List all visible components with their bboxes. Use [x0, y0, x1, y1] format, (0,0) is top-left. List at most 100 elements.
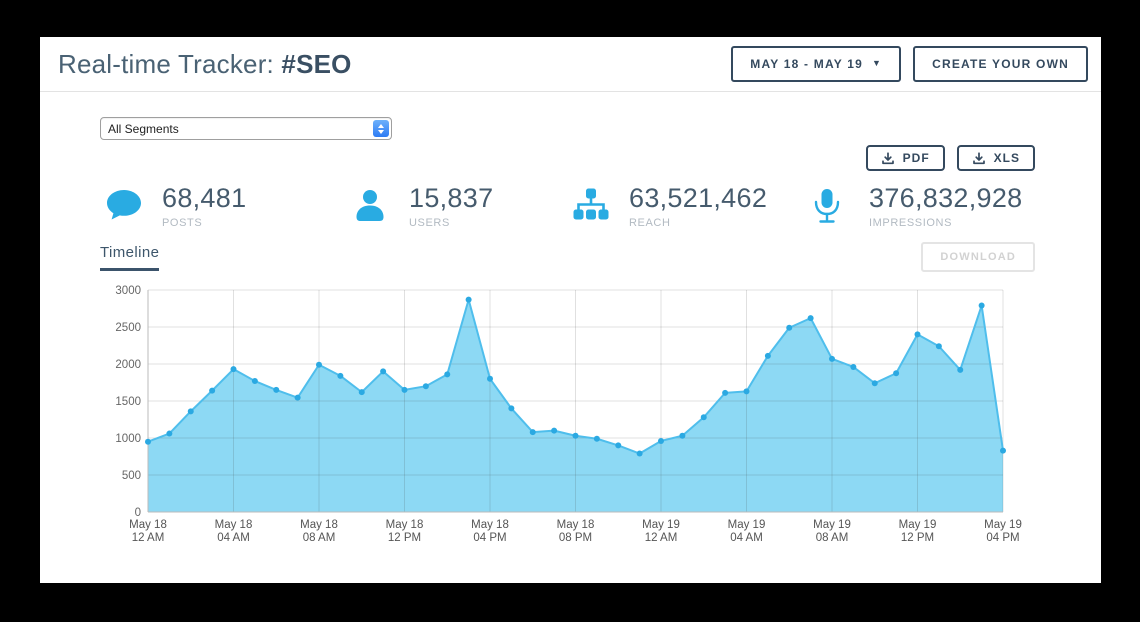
- data-point[interactable]: [380, 368, 387, 375]
- data-point[interactable]: [145, 438, 151, 445]
- stat-impressions: 376,832,928 IMPRESSIONS: [812, 183, 1022, 229]
- data-point[interactable]: [722, 389, 729, 396]
- data-point[interactable]: [551, 427, 558, 434]
- data-point[interactable]: [786, 324, 793, 331]
- timeline-area-chart-svg: 0 500 1000 1500 2000 2500 3000 May 18 12 AM May 1…: [115, 285, 1022, 544]
- stat-users-value: 15,837: [409, 183, 494, 213]
- speech-bubble-icon: [105, 188, 143, 222]
- y-tick-label: 2000: [115, 359, 141, 371]
- microphone-icon: [812, 188, 850, 224]
- data-point[interactable]: [957, 366, 964, 373]
- timeline-area-chart[interactable]: 0 500 1000 1500 2000 2500 3000 May 18 12 AM May 1…: [100, 280, 1035, 552]
- data-point[interactable]: [401, 386, 408, 393]
- data-point[interactable]: [850, 363, 857, 370]
- stat-reach-value: 63,521,462: [629, 183, 768, 213]
- x-tick-label: May 18 04 AM: [215, 519, 253, 544]
- page-title-prefix: Real-time Tracker:: [58, 48, 282, 79]
- stat-users-label: USERS: [409, 217, 450, 229]
- user-icon: [352, 188, 390, 222]
- y-tick-label: 1500: [115, 396, 141, 408]
- data-point[interactable]: [465, 296, 472, 303]
- data-point[interactable]: [615, 442, 622, 449]
- data-point[interactable]: [829, 355, 835, 362]
- stat-posts-label: POSTS: [162, 217, 203, 229]
- data-point[interactable]: [508, 405, 515, 412]
- export-xls-button[interactable]: XLS: [956, 145, 1035, 171]
- export-pdf-button[interactable]: PDF: [865, 145, 945, 171]
- data-point[interactable]: [679, 432, 686, 439]
- stat-users: 15,837 USERS: [352, 183, 572, 229]
- page-title: Real-time Tracker: #SEO: [58, 49, 352, 80]
- data-point[interactable]: [209, 387, 216, 394]
- create-your-own-button[interactable]: CREATE YOUR OWN: [913, 46, 1088, 82]
- area-fill: [148, 299, 1003, 512]
- y-tick-label: 1000: [115, 433, 141, 445]
- data-point[interactable]: [230, 366, 237, 373]
- date-range-label: MAY 18 - MAY 19: [750, 57, 863, 71]
- data-point[interactable]: [294, 394, 301, 401]
- caret-down-icon: ▼: [871, 58, 883, 68]
- download-icon: [881, 151, 895, 165]
- data-point[interactable]: [316, 361, 322, 368]
- stat-posts-value: 68,481: [162, 183, 247, 213]
- segments-select-value: All Segments: [108, 121, 179, 136]
- data-point[interactable]: [871, 380, 878, 387]
- date-range-button[interactable]: MAY 18 - MAY 19 ▼: [731, 46, 902, 82]
- select-stepper-icon: [373, 120, 389, 137]
- data-point[interactable]: [1000, 447, 1006, 454]
- data-point[interactable]: [187, 408, 194, 415]
- segments-select[interactable]: All Segments: [100, 117, 392, 140]
- data-point[interactable]: [978, 302, 985, 309]
- chevron-down-icon: [378, 129, 384, 134]
- data-point[interactable]: [251, 378, 258, 385]
- data-point[interactable]: [273, 386, 280, 393]
- y-tick-label: 2500: [115, 322, 141, 334]
- tracker-card: Real-time Tracker: #SEO MAY 18 - MAY 19 …: [40, 37, 1101, 583]
- data-point[interactable]: [914, 331, 921, 338]
- data-point[interactable]: [422, 383, 429, 390]
- data-point[interactable]: [764, 352, 771, 359]
- data-point[interactable]: [893, 370, 900, 377]
- data-point[interactable]: [593, 435, 600, 442]
- export-xls-label: XLS: [993, 151, 1020, 165]
- x-tick-label: May 19 12 AM: [642, 519, 680, 544]
- x-tick-label: May 18 12 PM: [386, 519, 424, 544]
- data-point[interactable]: [658, 437, 664, 444]
- stat-reach: 63,521,462 REACH: [572, 183, 812, 229]
- data-point[interactable]: [444, 371, 451, 378]
- x-tick-label: May 19 08 AM: [813, 519, 851, 544]
- data-point[interactable]: [487, 375, 493, 382]
- download-icon: [972, 151, 986, 165]
- stats-row: 68,481 POSTS 15,837 USERS: [100, 183, 1035, 229]
- x-tick-label: May 19 04 PM: [984, 519, 1022, 544]
- tab-timeline[interactable]: Timeline: [100, 244, 160, 271]
- data-point[interactable]: [358, 389, 365, 396]
- x-tick-label: May 18 04 PM: [471, 519, 509, 544]
- data-point[interactable]: [636, 450, 643, 457]
- x-tick-label: May 18 08 PM: [557, 519, 595, 544]
- chevron-up-icon: [378, 123, 384, 128]
- data-point[interactable]: [743, 388, 750, 395]
- x-tick-label: May 18 12 AM: [129, 519, 167, 544]
- sitemap-icon: [572, 188, 610, 222]
- timeline-download-button[interactable]: DOWNLOAD: [921, 242, 1035, 272]
- stat-impressions-label: IMPRESSIONS: [869, 217, 953, 229]
- data-point[interactable]: [700, 414, 707, 421]
- stat-posts: 68,481 POSTS: [105, 183, 352, 229]
- data-point[interactable]: [935, 343, 942, 350]
- data-point[interactable]: [807, 315, 814, 322]
- header-buttons: MAY 18 - MAY 19 ▼ CREATE YOUR OWN: [731, 46, 1088, 82]
- stat-reach-label: REACH: [629, 217, 671, 229]
- y-tick-label: 0: [135, 507, 141, 519]
- data-point[interactable]: [529, 429, 536, 436]
- x-tick-label: May 18 08 AM: [300, 519, 338, 544]
- hashtag-label: #SEO: [281, 48, 352, 79]
- data-point[interactable]: [337, 372, 344, 379]
- data-point[interactable]: [572, 432, 579, 439]
- x-tick-label: May 19 04 AM: [728, 519, 766, 544]
- card-header: Real-time Tracker: #SEO MAY 18 - MAY 19 …: [40, 37, 1101, 92]
- data-point[interactable]: [166, 430, 173, 437]
- export-buttons: PDF XLS: [100, 145, 1035, 171]
- card-body: All Segments PDF: [40, 92, 1101, 552]
